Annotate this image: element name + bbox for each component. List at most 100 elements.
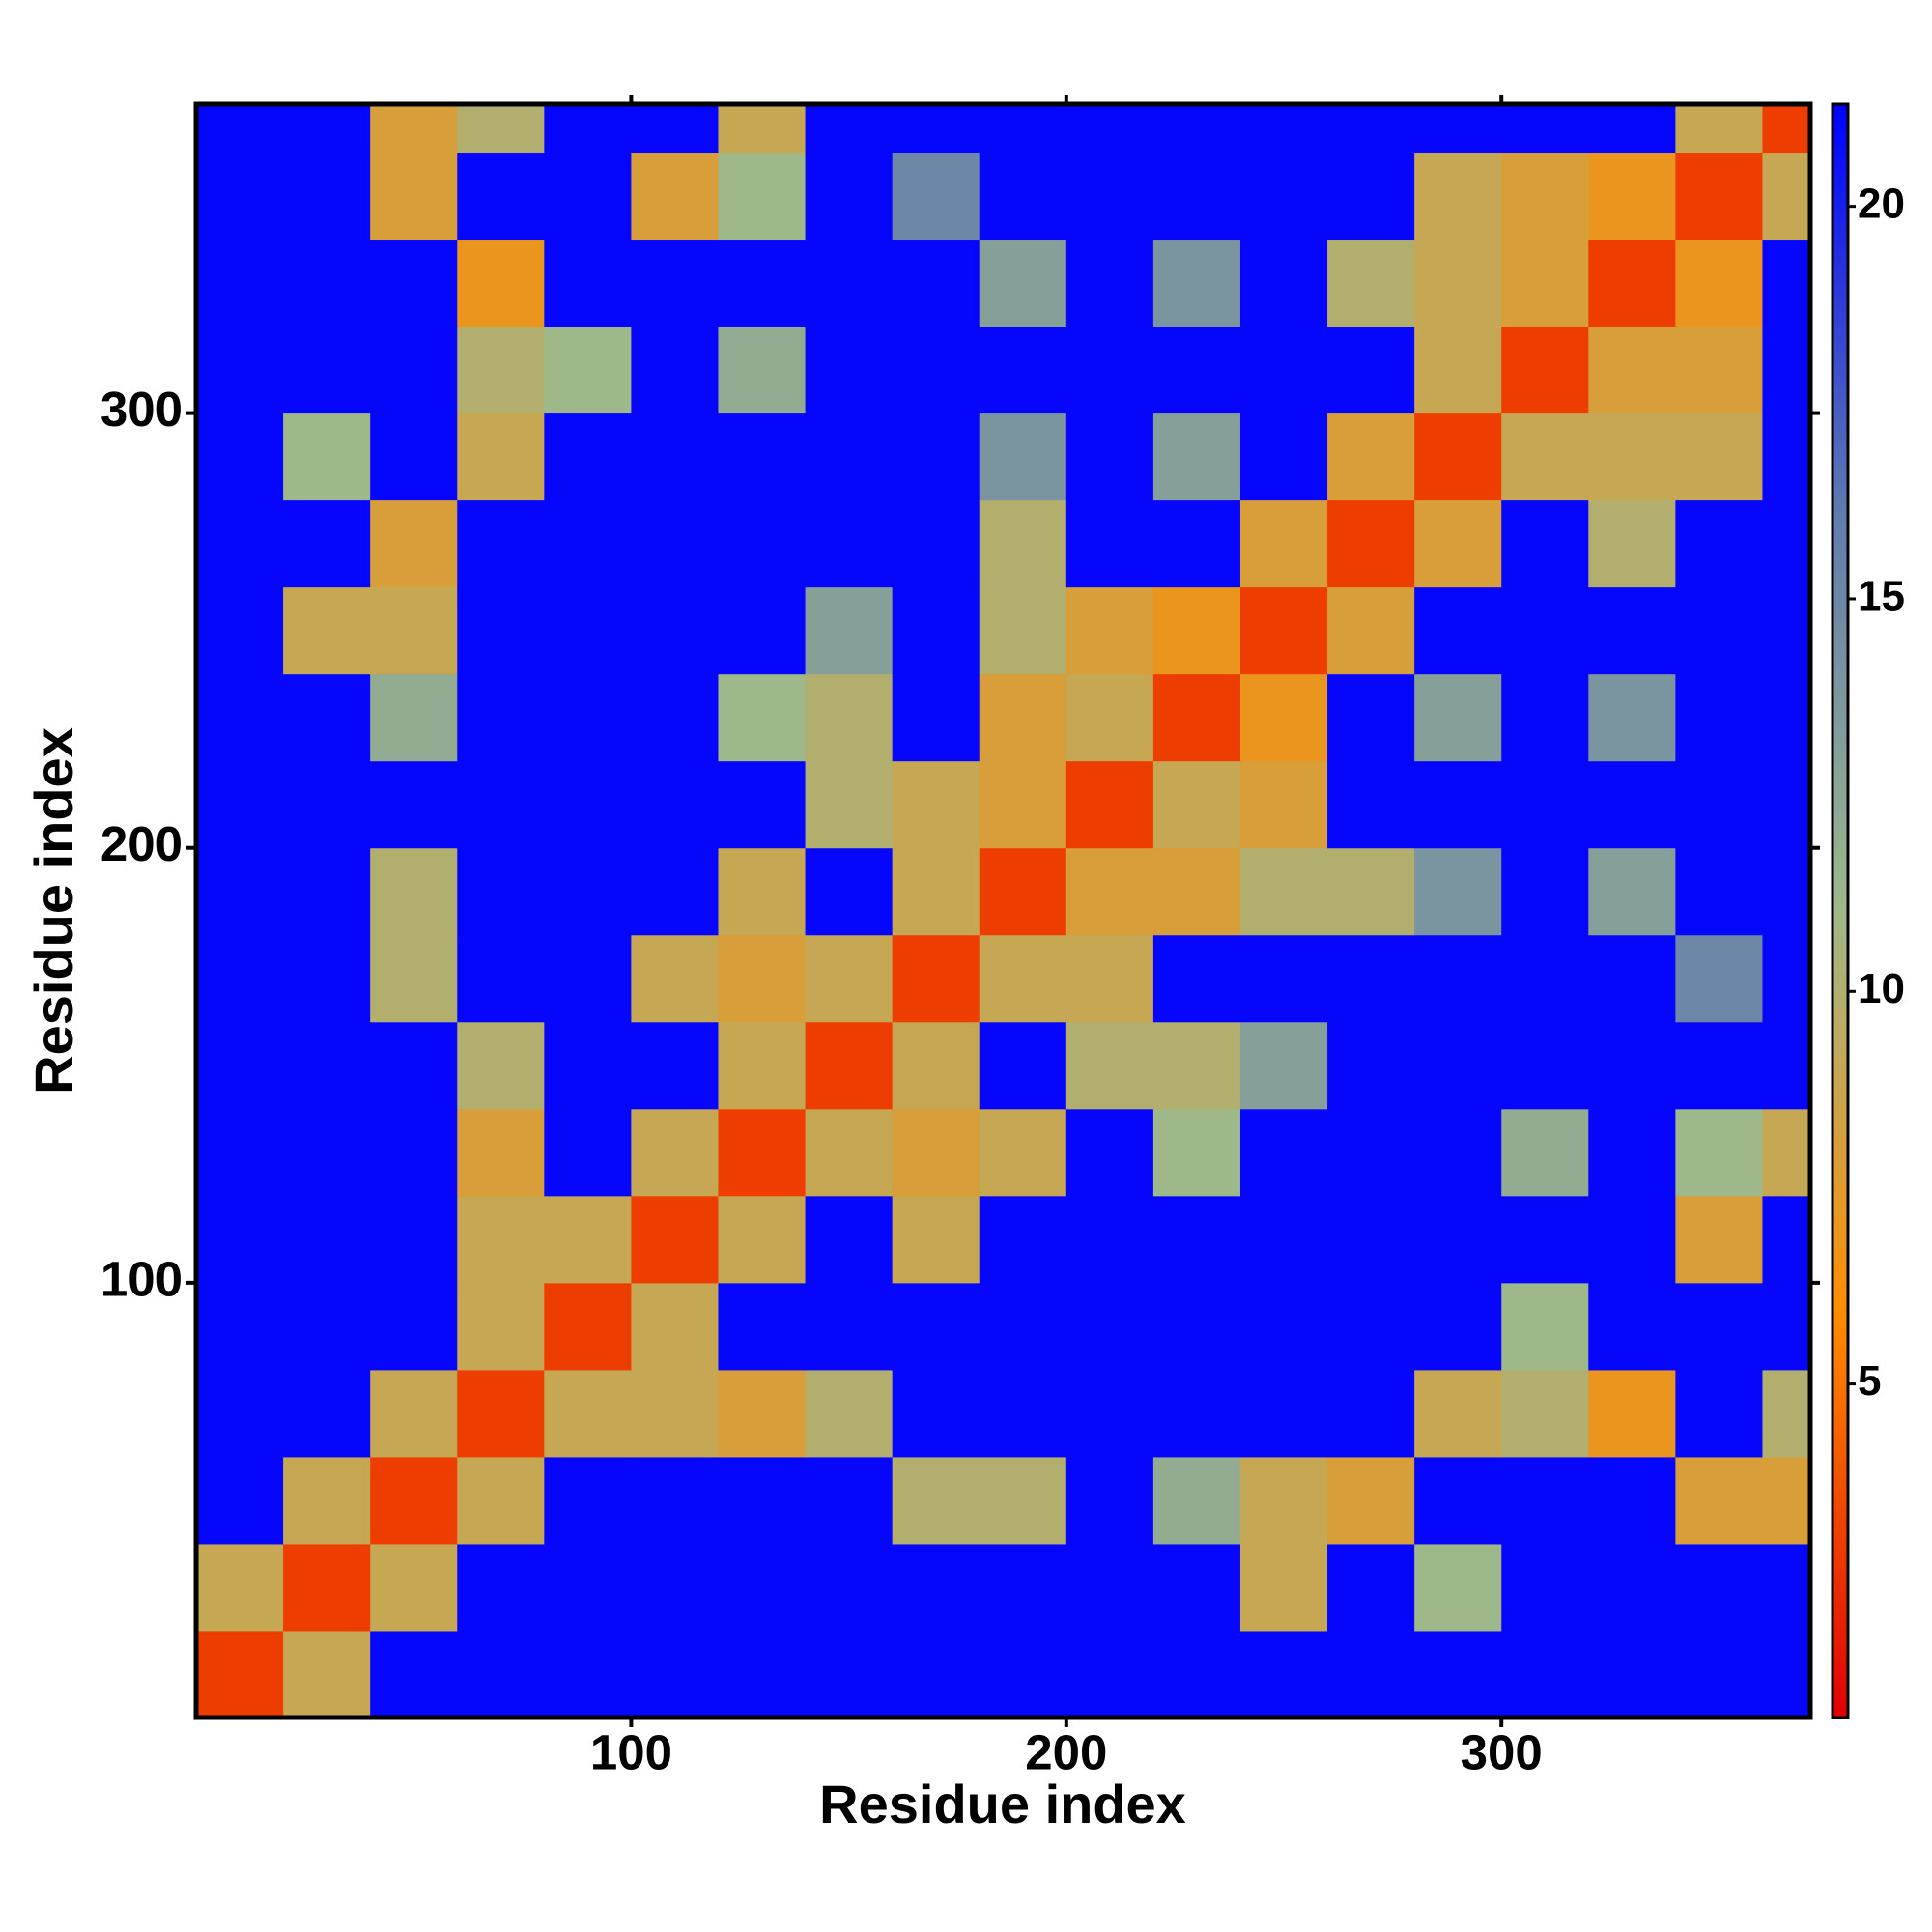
heatmap-cell bbox=[1065, 586, 1154, 675]
heatmap-cell bbox=[1762, 1456, 1811, 1545]
heatmap-cell bbox=[805, 1021, 894, 1110]
heatmap-cell bbox=[1501, 934, 1589, 1023]
heatmap-cell bbox=[1588, 760, 1676, 849]
heatmap-cell bbox=[1065, 760, 1154, 849]
heatmap-cell bbox=[1239, 1195, 1328, 1284]
heatmap-cell bbox=[805, 1456, 894, 1545]
heatmap-cell bbox=[544, 499, 632, 588]
heatmap-cell bbox=[1501, 1108, 1589, 1197]
heatmap-cell bbox=[1588, 1456, 1676, 1545]
heatmap-cell bbox=[1588, 1282, 1676, 1371]
heatmap-cell bbox=[1065, 1108, 1154, 1197]
heatmap-cell bbox=[283, 499, 371, 588]
heatmap-cell bbox=[1239, 1369, 1328, 1458]
heatmap-cell bbox=[1588, 1108, 1676, 1197]
heatmap-cell bbox=[196, 1282, 284, 1371]
heatmap-cell bbox=[1762, 673, 1811, 762]
heatmap-cell bbox=[1762, 1369, 1811, 1458]
heatmap-cell bbox=[1675, 1021, 1763, 1110]
heatmap-cell bbox=[196, 1456, 284, 1545]
heatmap-cell bbox=[1065, 1543, 1154, 1632]
heatmap-cell bbox=[457, 326, 545, 414]
heatmap-cell bbox=[1152, 847, 1241, 936]
heatmap-cell bbox=[1588, 239, 1676, 327]
heatmap-cell bbox=[1675, 412, 1763, 501]
heatmap-cell bbox=[892, 1108, 980, 1197]
heatmap-cell bbox=[805, 1282, 894, 1371]
heatmap-cell bbox=[1327, 152, 1415, 241]
heatmap-cell bbox=[718, 1369, 807, 1458]
heatmap-cell bbox=[718, 673, 807, 762]
heatmap-cell bbox=[1152, 673, 1241, 762]
heatmap-cell bbox=[196, 1108, 284, 1197]
heatmap-cell bbox=[283, 412, 371, 501]
heatmap-cell bbox=[892, 1630, 980, 1719]
heatmap-cell bbox=[370, 499, 458, 588]
heatmap-cell bbox=[544, 1195, 632, 1284]
heatmap-cell bbox=[892, 499, 980, 588]
heatmap-cell bbox=[1152, 1021, 1241, 1110]
heatmap-cell bbox=[631, 412, 719, 501]
heatmap-cell bbox=[1065, 326, 1154, 414]
heatmap-cell bbox=[805, 412, 894, 501]
heatmap-cell bbox=[892, 152, 980, 241]
heatmap-cell bbox=[283, 1282, 371, 1371]
heatmap-cell bbox=[805, 326, 894, 414]
heatmap-cell bbox=[718, 1195, 807, 1284]
y-tick-label: 100 bbox=[100, 1251, 183, 1306]
heatmap-cell bbox=[457, 1369, 545, 1458]
heatmap-cell bbox=[1327, 412, 1415, 501]
heatmap-cell bbox=[1588, 104, 1676, 154]
heatmap-cell bbox=[283, 1369, 371, 1458]
heatmap-cell bbox=[892, 104, 980, 154]
heatmap-cell bbox=[370, 1282, 458, 1371]
heatmap-cell bbox=[1762, 1195, 1811, 1284]
heatmap-cell bbox=[1065, 1456, 1154, 1545]
heatmap-cell bbox=[1239, 760, 1328, 849]
heatmap-cell bbox=[370, 673, 458, 762]
heatmap-cell bbox=[892, 934, 980, 1023]
heatmap-cell bbox=[631, 1543, 719, 1632]
heatmap-cell bbox=[1327, 326, 1415, 414]
heatmap-cell bbox=[196, 1369, 284, 1458]
heatmap-cell bbox=[1239, 239, 1328, 327]
heatmap-cell bbox=[1239, 1456, 1328, 1545]
heatmap-cell bbox=[370, 1630, 458, 1719]
heatmap-cell bbox=[283, 1021, 371, 1110]
heatmap-cell bbox=[1327, 760, 1415, 849]
heatmap-cell bbox=[1501, 104, 1589, 154]
heatmap-cell bbox=[979, 760, 1067, 849]
heatmap-cell bbox=[1152, 934, 1241, 1023]
heatmap-cell bbox=[1327, 673, 1415, 762]
heatmap-cell bbox=[718, 586, 807, 675]
heatmap-cell bbox=[1762, 104, 1811, 154]
heatmap-cell bbox=[196, 760, 284, 849]
heatmap-cell bbox=[631, 586, 719, 675]
heatmap-cell bbox=[196, 1021, 284, 1110]
heatmap-cell bbox=[1501, 1630, 1589, 1719]
heatmap-cell bbox=[805, 152, 894, 241]
heatmap-cell bbox=[718, 1456, 807, 1545]
heatmap-cell bbox=[1414, 760, 1502, 849]
heatmap-cell bbox=[1065, 412, 1154, 501]
heatmap-cell bbox=[1414, 1108, 1502, 1197]
heatmap-cell bbox=[979, 152, 1067, 241]
heatmap-cell bbox=[1239, 1108, 1328, 1197]
heatmap-cell bbox=[283, 847, 371, 936]
heatmap-cell bbox=[1501, 1282, 1589, 1371]
heatmap-cell bbox=[370, 326, 458, 414]
heatmap-cell bbox=[979, 847, 1067, 936]
heatmap-cell bbox=[1327, 499, 1415, 588]
heatmap-cell bbox=[1065, 152, 1154, 241]
heatmap-cell bbox=[370, 847, 458, 936]
heatmap-cell bbox=[370, 934, 458, 1023]
heatmap-cell bbox=[544, 934, 632, 1023]
heatmap-cell bbox=[1239, 152, 1328, 241]
heatmap-cell bbox=[979, 1456, 1067, 1545]
colorbar-tick-label: 10 bbox=[1858, 965, 1905, 1012]
heatmap-cell bbox=[718, 326, 807, 414]
heatmap-cell bbox=[1152, 152, 1241, 241]
heatmap-cell bbox=[1762, 1021, 1811, 1110]
heatmap-cell bbox=[1152, 104, 1241, 154]
heatmap-cell bbox=[1675, 499, 1763, 588]
